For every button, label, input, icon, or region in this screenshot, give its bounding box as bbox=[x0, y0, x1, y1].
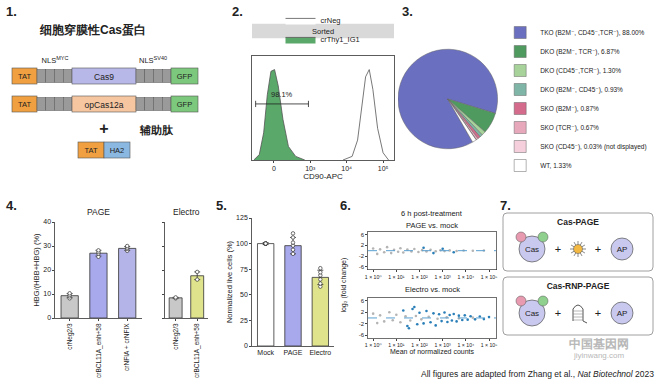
svg-text:DKO (B2M⁻, CD45⁻), 0.93%: DKO (B2M⁻, CD45⁻), 0.93% bbox=[540, 86, 623, 94]
svg-text:75: 75 bbox=[240, 266, 248, 273]
svg-text:0: 0 bbox=[244, 342, 248, 349]
svg-text:30: 30 bbox=[43, 242, 51, 249]
svg-text:125: 125 bbox=[236, 214, 248, 221]
svg-text:SKO (CD45⁻), 0.03% (not displa: SKO (CD45⁻), 0.03% (not displayed) bbox=[540, 143, 646, 151]
svg-text:100: 100 bbox=[236, 240, 248, 247]
svg-text:Electro vs. mock: Electro vs. mock bbox=[405, 285, 460, 294]
html-text:6.: 6. bbox=[340, 198, 351, 213]
svg-text:Cas-PAGE: Cas-PAGE bbox=[557, 217, 599, 227]
svg-text:+: + bbox=[595, 307, 601, 319]
svg-text:-6: -6 bbox=[359, 332, 365, 338]
svg-text:Cas9: Cas9 bbox=[94, 72, 114, 82]
html-text:jiyinwang.com: jiyinwang.com bbox=[573, 351, 625, 360]
svg-text:1 × 10³: 1 × 10³ bbox=[435, 274, 452, 280]
svg-text:TAT: TAT bbox=[18, 100, 31, 109]
svg-text:辅助肽: 辅助肽 bbox=[139, 124, 174, 136]
svg-text:-2: -2 bbox=[359, 321, 365, 327]
svg-text:SKO (TCR⁻), 0.67%: SKO (TCR⁻), 0.67% bbox=[540, 124, 599, 132]
svg-text:CD90-APC: CD90-APC bbox=[303, 172, 343, 181]
html-text:7.: 7. bbox=[500, 198, 511, 213]
svg-text:crNFIA + crNFIX: crNFIA + crNFIX bbox=[123, 323, 130, 371]
svg-text:Cas: Cas bbox=[525, 245, 539, 254]
svg-text:10⁵: 10⁵ bbox=[378, 165, 389, 172]
svg-text:NLSMYC: NLSMYC bbox=[42, 55, 69, 65]
html-text:中国基因网: 中国基因网 bbox=[569, 337, 629, 351]
svg-text:1 × 10⁴: 1 × 10⁴ bbox=[457, 274, 474, 280]
svg-text:10: 10 bbox=[43, 290, 51, 297]
svg-text:crThy1_IG1: crThy1_IG1 bbox=[321, 35, 360, 44]
svg-text:6 h post-treatment: 6 h post-treatment bbox=[401, 209, 463, 218]
svg-text:+: + bbox=[99, 120, 108, 137]
svg-text:0: 0 bbox=[272, 165, 276, 172]
svg-text:AP: AP bbox=[617, 309, 628, 318]
svg-text:1 × 10⁵: 1 × 10⁵ bbox=[481, 274, 498, 280]
svg-text:log₂ (fold change): log₂ (fold change) bbox=[340, 258, 348, 313]
svg-text:SKO (B2M⁻), 0.87%: SKO (B2M⁻), 0.87% bbox=[540, 105, 599, 113]
svg-text:DKO (CD45⁻,TCR⁻), 1.30%: DKO (CD45⁻,TCR⁻), 1.30% bbox=[540, 67, 621, 75]
svg-text:crNeg: crNeg bbox=[321, 16, 341, 25]
svg-text:-6: -6 bbox=[359, 264, 365, 270]
svg-text:crBCL11A_enh+58: crBCL11A_enh+58 bbox=[193, 323, 201, 378]
svg-text:1 × 10⁵: 1 × 10⁵ bbox=[481, 342, 498, 348]
svg-text:1 × 10²: 1 × 10² bbox=[411, 342, 428, 348]
svg-text:PAGE vs. mock: PAGE vs. mock bbox=[406, 221, 458, 230]
svg-text:crNeg2/3: crNeg2/3 bbox=[172, 323, 180, 350]
svg-text:NLSSV40: NLSSV40 bbox=[139, 55, 167, 65]
svg-text:Normalized live cells (%): Normalized live cells (%) bbox=[225, 240, 234, 323]
svg-text:+: + bbox=[595, 243, 601, 255]
html-text:4.: 4. bbox=[6, 198, 17, 213]
svg-text:HBG/(HBB+HBG) (%): HBG/(HBB+HBG) (%) bbox=[32, 233, 41, 307]
svg-text:Mock: Mock bbox=[257, 349, 274, 356]
svg-text:20: 20 bbox=[43, 266, 51, 273]
html-text:2.: 2. bbox=[232, 4, 243, 19]
svg-text:DKO (B2M⁻, TCR⁻), 6.87%: DKO (B2M⁻, TCR⁻), 6.87% bbox=[540, 48, 620, 56]
svg-text:1 × 10⁴: 1 × 10⁴ bbox=[457, 342, 474, 348]
svg-text:98.1%: 98.1% bbox=[271, 90, 293, 99]
svg-text:1 × 10¹: 1 × 10¹ bbox=[388, 342, 405, 348]
svg-text:PAGE: PAGE bbox=[284, 349, 303, 356]
svg-text:50: 50 bbox=[240, 291, 248, 298]
svg-text:2: 2 bbox=[361, 242, 365, 248]
svg-text:opCas12a: opCas12a bbox=[85, 100, 124, 110]
svg-text:0: 0 bbox=[47, 314, 51, 321]
html-text:1.: 1. bbox=[6, 4, 17, 19]
svg-text:TAT: TAT bbox=[18, 72, 31, 81]
svg-text:6: 6 bbox=[361, 298, 365, 304]
svg-text:6: 6 bbox=[361, 232, 365, 238]
svg-text:Cas-RNP-PAGE: Cas-RNP-PAGE bbox=[547, 281, 610, 291]
svg-text:TKO (B2M⁻, CD45⁻,TCR⁻), 88.00%: TKO (B2M⁻, CD45⁻,TCR⁻), 88.00% bbox=[540, 29, 644, 37]
svg-text:-2: -2 bbox=[359, 253, 365, 259]
svg-text:10³: 10³ bbox=[305, 165, 316, 172]
svg-text:1 × 10⁰: 1 × 10⁰ bbox=[365, 342, 382, 348]
svg-text:+: + bbox=[555, 307, 561, 319]
svg-text:Sorted: Sorted bbox=[312, 27, 334, 36]
svg-text:AP: AP bbox=[617, 245, 628, 254]
svg-text:Electro: Electro bbox=[309, 349, 331, 356]
svg-text:细胞穿膜性Cas蛋白: 细胞穿膜性Cas蛋白 bbox=[39, 23, 146, 37]
svg-text:PAGE: PAGE bbox=[87, 207, 110, 217]
svg-text:1 × 10²: 1 × 10² bbox=[411, 274, 428, 280]
svg-text:10⁴: 10⁴ bbox=[341, 165, 352, 172]
svg-text:2: 2 bbox=[361, 309, 365, 315]
svg-text:HA2: HA2 bbox=[110, 146, 125, 155]
svg-text:1 × 10⁰: 1 × 10⁰ bbox=[365, 274, 382, 280]
svg-text:Cas: Cas bbox=[525, 309, 539, 318]
html-text:All figures are adapted from Z: All figures are adapted from Zhang et al… bbox=[421, 369, 654, 379]
svg-text:Mean of normalized counts: Mean of normalized counts bbox=[390, 348, 475, 355]
svg-text:25: 25 bbox=[240, 317, 248, 324]
svg-text:1 × 10¹: 1 × 10¹ bbox=[388, 274, 405, 280]
svg-text:GFP: GFP bbox=[177, 100, 192, 109]
svg-text:crNeg2/3: crNeg2/3 bbox=[66, 323, 74, 350]
html-text:3.: 3. bbox=[402, 4, 413, 19]
svg-text:Electro: Electro bbox=[173, 207, 200, 217]
html-text:5.: 5. bbox=[216, 198, 227, 213]
svg-text:WT, 1.33%: WT, 1.33% bbox=[540, 162, 572, 169]
svg-text:40: 40 bbox=[43, 218, 51, 225]
svg-text:GFP: GFP bbox=[177, 72, 192, 81]
svg-text:TAT: TAT bbox=[84, 146, 97, 155]
svg-text:+: + bbox=[555, 243, 561, 255]
svg-text:crBCL11A_enh+58: crBCL11A_enh+58 bbox=[95, 323, 103, 378]
svg-text:1 × 10³: 1 × 10³ bbox=[435, 342, 452, 348]
